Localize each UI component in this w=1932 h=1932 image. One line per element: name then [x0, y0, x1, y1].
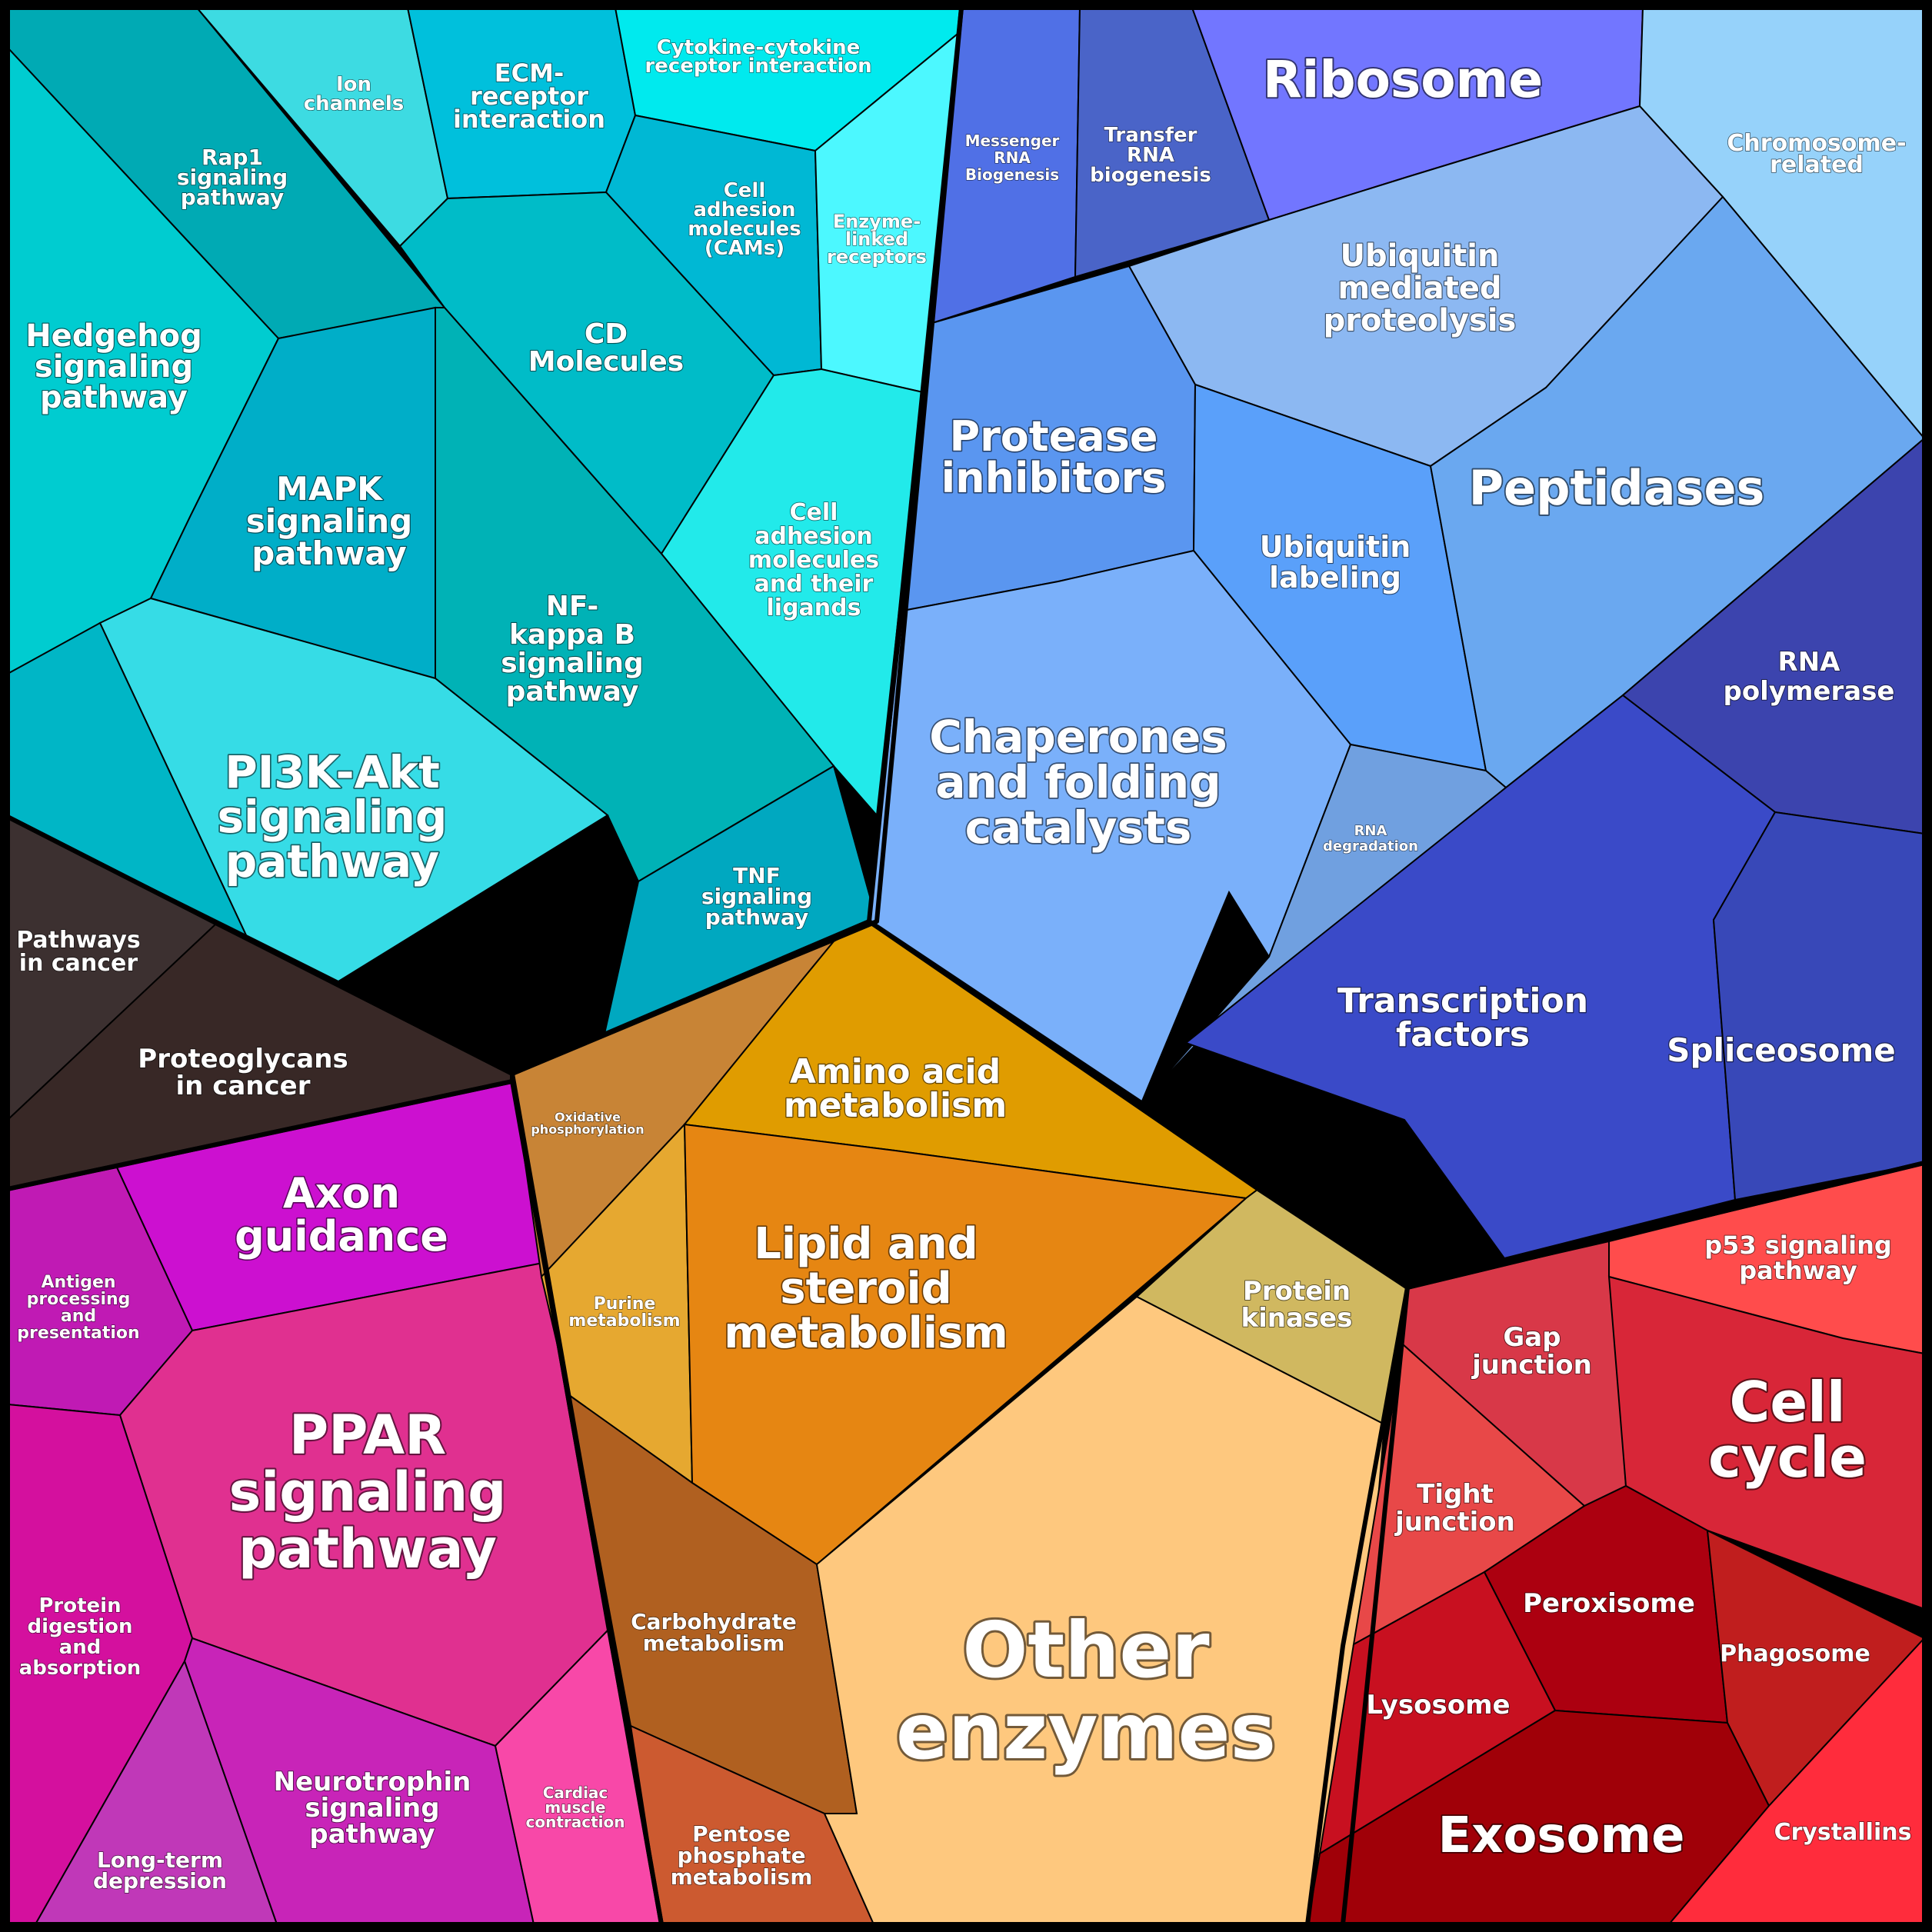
- label-neurotrophin: Neurotrophin signaling pathway: [274, 1767, 471, 1850]
- label-ubiquitin-labeling: Ubiquitin labeling: [1260, 530, 1411, 595]
- label-lipid: Lipid and steroid metabolism: [724, 1219, 1008, 1358]
- label-long-term-depression: Long-term depression: [93, 1847, 227, 1894]
- label-purine: Purine metabolism: [568, 1294, 680, 1331]
- label-proteoglycans: Proteoglycans in cancer: [138, 1044, 348, 1101]
- label-cd-molecules: CD Molecules: [528, 318, 684, 378]
- label-protein-digestion: Protein digestion and absorption: [19, 1594, 142, 1680]
- label-mrna-biogenesis: Messenger RNA Biogenesis: [965, 132, 1060, 184]
- label-cell-adhesion-ligands: Cell adhesion molecules and their ligands: [748, 499, 879, 621]
- label-tnf: TNF signaling pathway: [701, 863, 812, 930]
- label-mapk: MAPK signaling pathway: [246, 470, 412, 572]
- label-rna-degradation: RNA degradation: [1323, 823, 1418, 854]
- label-spliceosome: Spliceosome: [1667, 1031, 1895, 1069]
- label-amino-acid: Amino acid metabolism: [784, 1052, 1007, 1125]
- label-chromosome: Chromosome-related: [1727, 130, 1906, 178]
- label-rap1: Rap1 signaling pathway: [177, 145, 288, 210]
- label-ecm-receptor: ECM-receptor interaction: [453, 58, 605, 134]
- label-crystallins: Crystallins: [1774, 1819, 1912, 1846]
- label-other-enzymes: Other enzymes: [896, 1605, 1276, 1777]
- label-pentose: Pentose phosphate metabolism: [671, 1821, 813, 1890]
- cell-lipid: [683, 1123, 1248, 1566]
- label-peptidases: Peptidases: [1469, 460, 1765, 516]
- label-ubiquitin-proteolysis: Ubiquitin mediated proteolysis: [1324, 238, 1517, 338]
- cell-spliceosome: [1712, 811, 1925, 1201]
- label-pathways-in-cancer: Pathways in cancer: [16, 927, 141, 977]
- label-tight-junction: Tight junction: [1394, 1479, 1515, 1537]
- label-enzyme-linked: Enzyme-linked receptors: [827, 211, 927, 268]
- label-rna-polymerase: RNA polymerase: [1723, 647, 1894, 707]
- label-protein-kinases: Protein kinases: [1241, 1276, 1353, 1334]
- label-antigen: Antigen processing and presentation: [17, 1273, 139, 1343]
- label-oxidative-phosphorylation: Oxidative phosphorylation: [531, 1110, 644, 1137]
- label-ppar: PPAR signaling pathway: [229, 1404, 507, 1581]
- label-pi3k: PI3K-Akt signaling pathway: [218, 746, 448, 888]
- label-cams: Cell adhesion molecules (CAMs): [688, 179, 801, 260]
- label-cytokine: Cytokine-cytokine receptor interaction: [645, 36, 871, 78]
- label-carbohydrate: Carbohydrate metabolism: [631, 1609, 797, 1656]
- label-trna-biogenesis: Transfer RNA biogenesis: [1090, 124, 1211, 187]
- label-protease-inhibitors: Protease inhibitors: [941, 412, 1167, 502]
- label-axon-guidance: Axon guidance: [235, 1169, 448, 1261]
- label-ion-channels: Ion channels: [304, 73, 405, 115]
- label-phagosome: Phagosome: [1720, 1641, 1870, 1667]
- label-transcription-factors: Transcription factors: [1337, 981, 1588, 1054]
- label-exosome: Exosome: [1437, 1807, 1684, 1864]
- label-p53: p53 signaling pathway: [1704, 1231, 1892, 1285]
- label-cardiac: Cardiac muscle contraction: [525, 1784, 625, 1831]
- label-lysosome: Lysosome: [1366, 1690, 1510, 1720]
- label-chaperones: Chaperones and folding catalysts: [929, 711, 1227, 854]
- label-gap-junction: Gap junction: [1471, 1322, 1592, 1381]
- label-ribosome: Ribosome: [1263, 50, 1543, 109]
- label-peroxisome: Peroxisome: [1523, 1588, 1695, 1619]
- label-hedgehog: Hedgehog signaling pathway: [25, 318, 202, 415]
- label-cell-cycle: Cell cycle: [1708, 1370, 1867, 1490]
